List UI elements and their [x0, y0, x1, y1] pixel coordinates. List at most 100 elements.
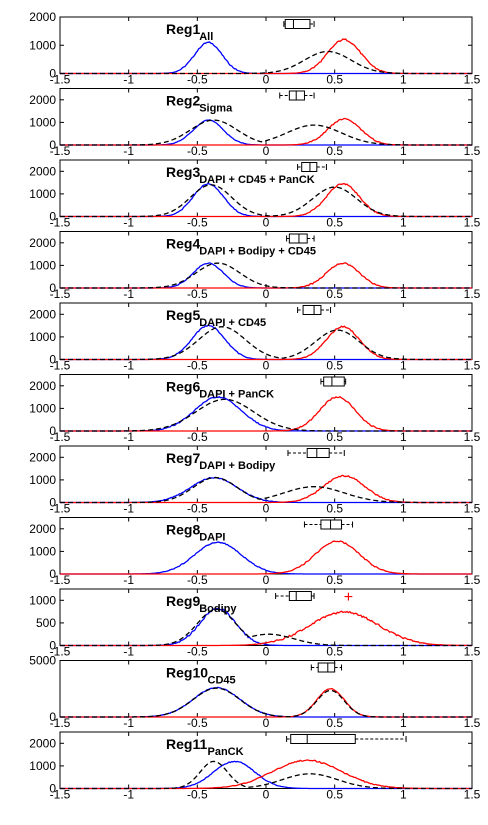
x-tick-label: -1 — [123, 144, 134, 158]
boxplot — [310, 662, 343, 673]
x-tick-label: -0.5 — [187, 573, 208, 587]
box-body — [320, 519, 343, 530]
y-tick-label: 0 — [49, 496, 56, 510]
panel-subtitle: DAPI — [199, 532, 225, 544]
x-tick-label: 1.5 — [464, 287, 481, 301]
panel-title: Reg5 — [166, 307, 200, 323]
x-tick-label: -1.5 — [50, 287, 71, 301]
black-dashed-curve — [60, 608, 472, 647]
red-solid-curve — [60, 325, 472, 361]
y-tick-label: 0 — [49, 639, 56, 653]
boxplot: + — [275, 589, 353, 606]
x-tick-label: 1.5 — [464, 645, 481, 659]
y-tick-label: 2000 — [29, 164, 56, 178]
box-body — [302, 305, 322, 315]
y-tick-label: 0 — [49, 424, 56, 438]
blue-solid-curve — [60, 541, 472, 575]
y-tick-label: 0 — [49, 567, 56, 581]
x-tick-label: -1.5 — [50, 573, 71, 587]
y-tick-label: 1000 — [29, 473, 56, 487]
panel-title: Reg8 — [166, 522, 200, 538]
boxplot — [303, 519, 354, 530]
x-tick-label: 1.5 — [464, 573, 481, 587]
axes-frame — [59, 88, 473, 146]
panel-subtitle: DAPI + Bodipy + CD45 — [199, 246, 316, 258]
axes-frame — [59, 159, 473, 217]
x-tick-label: 1 — [400, 144, 407, 158]
y-tick-label: 0 — [49, 281, 56, 295]
blue-solid-curve — [60, 395, 472, 432]
x-tick-label: 0 — [263, 430, 270, 444]
red-solid-curve — [60, 540, 472, 575]
panel-title: Reg1 — [166, 21, 200, 37]
y-tick-label: 0 — [49, 67, 56, 81]
x-tick-label: 0.5 — [326, 430, 343, 444]
x-tick-label: -1.5 — [50, 788, 71, 802]
x-tick-label: 0 — [263, 645, 270, 659]
box-body — [306, 448, 330, 458]
x-tick-label: 0.5 — [326, 287, 343, 301]
x-tick-label: -0.5 — [187, 144, 208, 158]
y-tick-label: 1000 — [29, 258, 56, 272]
y-tick-label: 500 — [36, 616, 56, 630]
boxplot — [283, 19, 315, 29]
box-body — [323, 376, 345, 387]
x-tick-label: 1 — [400, 430, 407, 444]
panel-10: -1.5 -1 -0.5 0 0.5 1 1.5 5000 0 Reg10 CD45 — [29, 654, 480, 731]
x-tick-label: 0 — [263, 73, 270, 87]
panel-subtitle: Bodipy — [199, 603, 237, 615]
x-tick-label: 0.5 — [326, 359, 343, 373]
black-dashed-curve — [60, 119, 472, 146]
x-tick-label: 1.5 — [464, 144, 481, 158]
x-tick-label: 0.5 — [326, 144, 343, 158]
y-tick-label: 2000 — [29, 736, 56, 750]
box-body — [317, 662, 336, 673]
axes-frame — [59, 231, 473, 289]
x-tick-label: 0.5 — [326, 573, 343, 587]
x-tick-label: -1.5 — [50, 502, 71, 516]
y-tick-label: 0 — [49, 138, 56, 152]
boxplot — [279, 90, 315, 101]
x-tick-label: 1 — [400, 359, 407, 373]
x-tick-label: -1.5 — [50, 216, 71, 230]
x-tick-label: 0.5 — [326, 716, 343, 730]
axes-frame — [59, 302, 473, 360]
boxplot — [286, 233, 315, 244]
x-tick-label: -1.5 — [50, 359, 71, 373]
x-tick-label: -1 — [123, 359, 134, 373]
panel-subtitle: DAPI + CD45 — [199, 317, 266, 329]
x-tick-label: 0.5 — [326, 645, 343, 659]
x-tick-label: -0.5 — [187, 502, 208, 516]
panel-title: Reg3 — [166, 164, 200, 180]
black-dashed-curve — [60, 476, 472, 504]
blue-solid-curve — [60, 41, 472, 75]
x-tick-label: 0 — [263, 287, 270, 301]
x-tick-label: 1 — [400, 216, 407, 230]
black-dashed-curve — [60, 398, 472, 432]
x-tick-label: 0.5 — [326, 502, 343, 516]
box-body — [284, 19, 311, 29]
blue-solid-curve — [60, 324, 472, 361]
y-tick-label: 1000 — [29, 330, 56, 344]
x-tick-label: 1.5 — [464, 73, 481, 87]
panel-subtitle: DAPI + CD45 + PanCK — [199, 174, 315, 186]
red-solid-curve — [60, 38, 472, 75]
x-tick-label: 0 — [263, 788, 270, 802]
x-tick-label: 1.5 — [464, 430, 481, 444]
x-tick-label: 0.5 — [326, 216, 343, 230]
y-tick-label: 2000 — [29, 522, 56, 536]
x-tick-label: -1 — [123, 788, 134, 802]
x-tick-label: 1 — [400, 73, 407, 87]
x-tick-label: -0.5 — [187, 359, 208, 373]
boxplot — [320, 376, 347, 387]
x-tick-label: 0 — [263, 573, 270, 587]
blue-solid-curve — [60, 182, 472, 218]
panel-title: Reg6 — [166, 379, 200, 395]
x-tick-label: 0 — [263, 502, 270, 516]
panel-subtitle: PanCK — [208, 746, 244, 758]
